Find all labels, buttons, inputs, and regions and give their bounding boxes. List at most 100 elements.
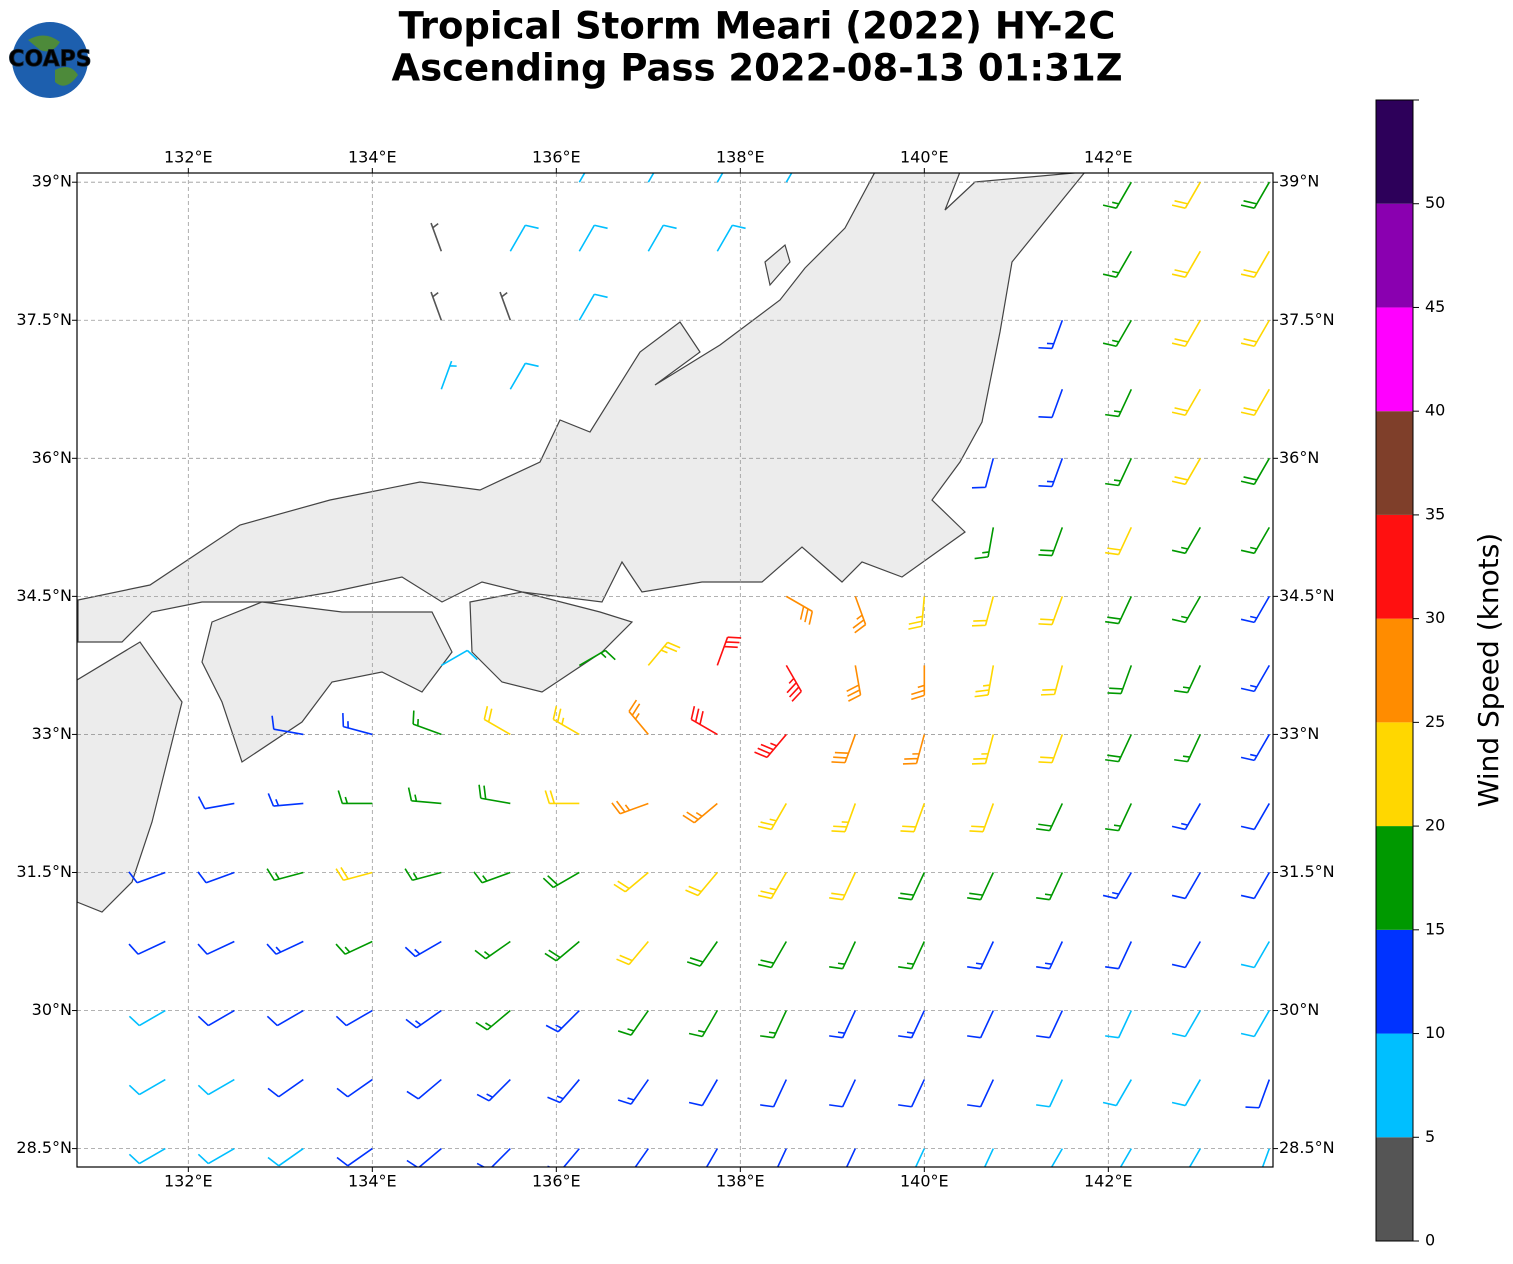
wind-barb xyxy=(900,803,926,833)
wind-barb xyxy=(1036,1079,1064,1108)
colorbar-tick-label: 40 xyxy=(1425,401,1445,420)
wind-barb xyxy=(1102,319,1133,348)
wind-barb xyxy=(685,871,718,897)
wind-barb xyxy=(128,1078,166,1096)
wind-barb xyxy=(578,224,608,252)
logo: COAPS xyxy=(8,22,92,98)
graticule xyxy=(77,173,1273,1167)
colorbar-segment xyxy=(1376,929,1413,1034)
lat-tick-label: 33°N xyxy=(1279,724,1319,743)
wind-barb xyxy=(617,1079,649,1105)
lat-tick-label: 30°N xyxy=(1279,1000,1319,1019)
wind-barb xyxy=(542,871,580,889)
colorbar-tick-label: 35 xyxy=(1425,504,1445,523)
wind-barb xyxy=(1107,665,1133,695)
lon-tick-label: 134°E xyxy=(348,148,397,167)
wind-barb xyxy=(128,940,166,955)
wind-barb xyxy=(1240,388,1271,417)
lon-tick-label: 140°E xyxy=(900,1172,949,1191)
logo-text: COAPS xyxy=(8,47,91,72)
colorbar-segment xyxy=(1376,100,1413,204)
wind-barb xyxy=(611,800,649,815)
wind-barb xyxy=(430,222,443,252)
colorbar-segment xyxy=(1376,1137,1413,1241)
wind-barb xyxy=(406,1147,442,1167)
lat-tick-label: 34.5°N xyxy=(16,586,72,605)
wind-barb xyxy=(405,1009,442,1029)
colorbar-segment xyxy=(1376,722,1413,827)
lat-tick-label: 37.5°N xyxy=(1279,310,1335,329)
wind-barb xyxy=(974,527,995,560)
wind-barb xyxy=(1240,319,1271,348)
lat-tick-label: 31.5°N xyxy=(16,862,72,881)
wind-barb xyxy=(757,803,788,831)
wind-barb xyxy=(1105,527,1133,556)
wind-barb xyxy=(335,867,373,882)
colorbar-tick-label: 30 xyxy=(1425,608,1445,627)
wind-barb xyxy=(971,458,995,489)
wind-barb xyxy=(1040,665,1064,696)
wind-barb xyxy=(1105,941,1133,970)
wind-barb xyxy=(578,649,616,667)
wind-barb xyxy=(1038,527,1064,557)
wind-barb xyxy=(547,1079,580,1104)
wind-barb xyxy=(1240,457,1271,486)
wind-barb xyxy=(846,665,862,702)
wind-barb xyxy=(617,1010,649,1036)
map-frame xyxy=(76,172,1274,1168)
wind-barb xyxy=(440,649,478,667)
wind-barb xyxy=(716,636,742,666)
wind-barb xyxy=(1240,803,1271,831)
wind-barb xyxy=(1261,1148,1271,1167)
lat-tick-label: 28.5°N xyxy=(1279,1138,1335,1157)
wind-barb xyxy=(898,872,926,901)
colorbar-segment xyxy=(1376,307,1413,412)
wind-barb xyxy=(547,1148,580,1167)
colorbar-tick-label: 15 xyxy=(1425,919,1445,938)
wind-barb xyxy=(578,293,608,321)
colorbar-tick-label: 25 xyxy=(1425,712,1445,731)
wind-barb xyxy=(1240,664,1271,693)
lon-tick-label: 140°E xyxy=(900,148,949,167)
colorbar-segment xyxy=(1376,1033,1413,1138)
wind-barb xyxy=(688,1010,719,1038)
wind-barb xyxy=(1240,1010,1271,1038)
wind-barb xyxy=(967,1079,995,1108)
wind-barb xyxy=(1171,803,1202,831)
wind-barb xyxy=(898,941,926,970)
title-line: Tropical Storm Meari (2022) HY-2C xyxy=(399,5,1116,48)
wind-barb xyxy=(705,1148,719,1167)
honshu xyxy=(77,173,1085,643)
wind-barb xyxy=(716,224,746,252)
wind-barb xyxy=(1050,1148,1064,1167)
wind-barb xyxy=(628,699,649,735)
wind-barb xyxy=(474,940,511,960)
wind-barb xyxy=(1240,181,1271,209)
wind-barb xyxy=(971,734,995,765)
wind-barb xyxy=(682,802,718,824)
wind-barb xyxy=(1240,734,1271,762)
colorbar-tick-label: 50 xyxy=(1425,193,1445,212)
wind-barb xyxy=(1102,250,1133,278)
colorbar-segment xyxy=(1376,826,1413,930)
wind-barb xyxy=(1038,319,1064,350)
wind-barb xyxy=(1240,872,1271,900)
wind-barb xyxy=(971,596,995,627)
wind-barb xyxy=(509,362,539,390)
wind-barb xyxy=(1171,319,1202,348)
wind-barbs xyxy=(128,173,1271,1167)
wind-barb xyxy=(1174,734,1202,763)
lon-tick-label: 142°E xyxy=(1084,148,1133,167)
wind-barb xyxy=(1105,803,1133,832)
wind-barb xyxy=(335,940,373,955)
wind-barb xyxy=(336,1078,373,1098)
wind-barb xyxy=(1171,1010,1202,1038)
wind-barb xyxy=(197,1147,235,1165)
wind-barb xyxy=(1105,388,1133,418)
wind-barb xyxy=(342,713,373,736)
wind-barb xyxy=(1105,457,1133,487)
lat-tick-label: 34.5°N xyxy=(1279,586,1335,605)
wind-barb xyxy=(845,1148,857,1167)
wind-barb xyxy=(831,734,857,764)
